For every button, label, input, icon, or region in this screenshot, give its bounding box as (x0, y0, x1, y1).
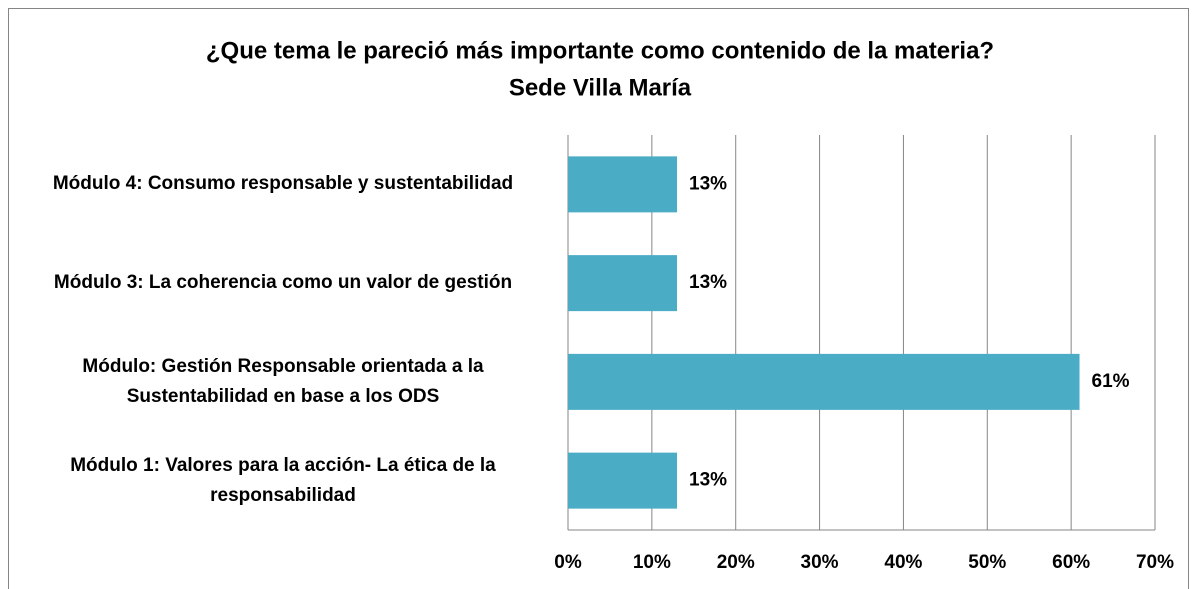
x-tick-label: 10% (633, 552, 671, 573)
value-label: 13% (689, 470, 727, 491)
x-tick-label: 50% (968, 552, 1006, 573)
x-tick-label: 20% (717, 552, 755, 573)
bar (568, 255, 678, 312)
y-tick-label: Módulo 1: Valores para la acción- La éti… (70, 454, 496, 506)
bar (568, 353, 1080, 410)
x-tick-label: 60% (1052, 552, 1090, 573)
bar (568, 156, 678, 213)
x-tick-label: 70% (1136, 552, 1174, 573)
y-tick-label: Módulo 3: La coherencia como un valor de… (53, 272, 513, 294)
y-tick-label: Módulo 4: Consumo responsable y sustenta… (52, 173, 514, 195)
x-tick-label: 40% (884, 552, 922, 573)
chart-title: ¿Que tema le pareció más importante como… (206, 37, 994, 64)
chart-subtitle: Sede Villa María (509, 74, 692, 101)
value-label: 61% (1092, 371, 1130, 392)
x-tick-label: 0% (554, 552, 582, 573)
value-label: 13% (689, 272, 727, 293)
y-tick-label: Módulo: Gestión Responsable orientada a … (82, 355, 484, 407)
bar (568, 452, 678, 509)
value-label: 13% (689, 173, 727, 194)
chart-frame (8, 8, 1189, 589)
x-tick-label: 30% (801, 552, 839, 573)
